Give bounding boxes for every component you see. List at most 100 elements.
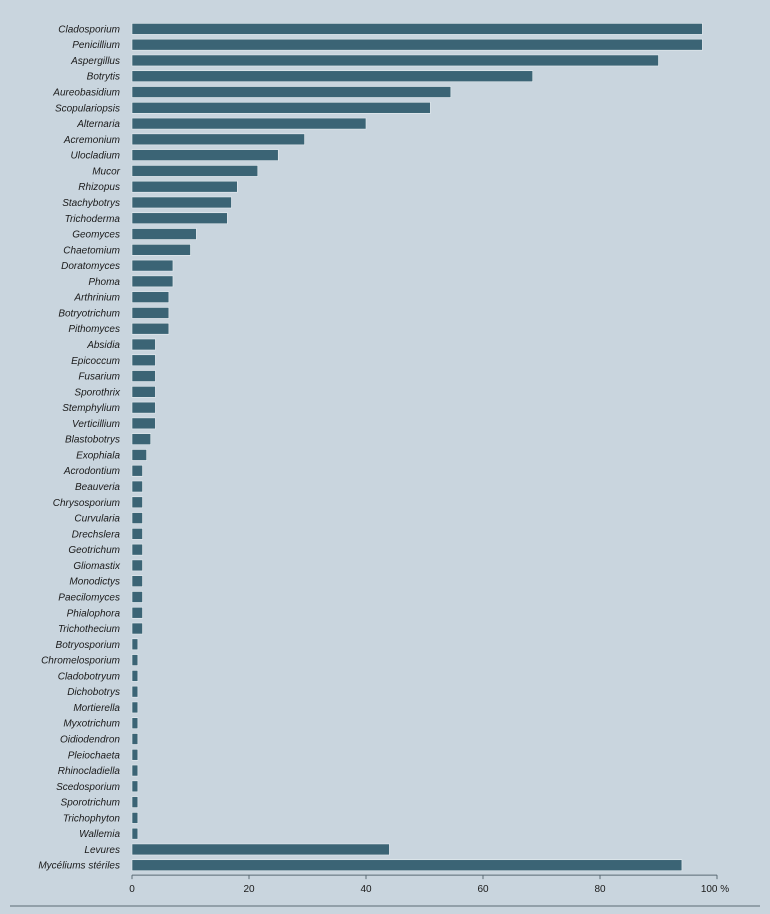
category-label: Botryotrichum bbox=[58, 308, 120, 319]
category-label: Aureobasidium bbox=[52, 88, 120, 99]
bar-sporotrichum bbox=[131, 796, 139, 808]
x-tick-label: 40 bbox=[360, 884, 372, 895]
category-label: Chromelosporium bbox=[41, 656, 120, 667]
category-label: Geotrichum bbox=[68, 545, 120, 556]
category-label: Stachybotrys bbox=[62, 198, 120, 209]
bar-stemphylium bbox=[131, 401, 156, 414]
category-label: Scedosporium bbox=[56, 782, 120, 793]
category-label: Dichobotrys bbox=[67, 687, 120, 698]
category-label: Absidia bbox=[86, 340, 120, 351]
bar-pithomyces bbox=[131, 322, 170, 335]
bar-wallemia bbox=[131, 827, 139, 840]
category-label: Ulocladium bbox=[71, 151, 120, 162]
x-tick-label: 80 bbox=[594, 884, 606, 895]
category-label: Botrytis bbox=[87, 72, 120, 83]
category-label: Acrodontium bbox=[63, 466, 120, 477]
category-label: Botryosporium bbox=[56, 640, 120, 651]
bar-absidia bbox=[131, 338, 156, 351]
category-label: Sporothrix bbox=[74, 387, 121, 398]
bar-geotrichum bbox=[131, 543, 143, 556]
bar-phialophora bbox=[131, 606, 143, 619]
category-label: Acremonium bbox=[63, 135, 120, 146]
bar-stachybotrys bbox=[131, 196, 232, 209]
bar-pleiochaeta bbox=[131, 748, 139, 761]
category-label: Blastobotrys bbox=[65, 435, 120, 446]
bar-acremonium bbox=[131, 133, 305, 146]
bar-scedosporium bbox=[131, 780, 139, 793]
category-label: Trichoderma bbox=[65, 214, 121, 225]
category-label: Cladobotryum bbox=[58, 671, 120, 682]
bar-botryosporium bbox=[131, 638, 139, 651]
bar-mortierella bbox=[131, 701, 139, 714]
bar-arthrinium bbox=[131, 291, 170, 303]
bar-exophiala bbox=[131, 449, 147, 461]
category-label: Rhinocladiella bbox=[58, 766, 121, 777]
category-label: Drechslera bbox=[72, 529, 121, 540]
bar-myxotrichum bbox=[131, 717, 139, 730]
bar-sporothrix bbox=[131, 386, 156, 398]
category-label: Stemphylium bbox=[62, 403, 120, 414]
bar-penicillium bbox=[131, 38, 703, 51]
category-label: Myxotrichum bbox=[63, 719, 120, 730]
bar-beauveria bbox=[131, 480, 143, 493]
bar-chromelosporium bbox=[131, 654, 139, 666]
category-label: Wallemia bbox=[79, 829, 120, 840]
bar-aspergillus bbox=[131, 54, 659, 67]
bar-alternaria bbox=[131, 117, 367, 130]
category-label: Arthrinium bbox=[73, 293, 120, 304]
category-label: Phialophora bbox=[67, 608, 121, 619]
bar-trichothecium bbox=[131, 622, 143, 635]
bar-botrytis bbox=[131, 70, 534, 83]
x-ticks-group: 0 20 40 60 80 100 % bbox=[129, 875, 729, 895]
category-label: Gliomastix bbox=[73, 561, 121, 572]
bar-fusarium bbox=[131, 370, 156, 382]
category-label: Scopulariopsis bbox=[55, 103, 120, 114]
x-tick-label: 0 bbox=[129, 884, 135, 895]
bar-aureobasidium bbox=[131, 86, 452, 98]
bar-paecilomyces bbox=[131, 591, 143, 603]
bar-gliomastix bbox=[131, 559, 143, 572]
category-label: Aspergillus bbox=[70, 56, 120, 67]
category-label: Trichothecium bbox=[58, 624, 120, 635]
bar-trichophyton bbox=[131, 812, 139, 824]
bar-mucor bbox=[131, 165, 259, 177]
category-label: Pleiochaeta bbox=[68, 750, 121, 761]
bar-oidiodendron bbox=[131, 733, 139, 745]
bar-trichoderma bbox=[131, 212, 228, 225]
bar-rhinocladiella bbox=[131, 764, 139, 777]
bar-dichobotrys bbox=[131, 685, 139, 698]
x-tick-label: 60 bbox=[477, 884, 489, 895]
category-label: Mortierella bbox=[73, 703, 120, 714]
bar-mycéliums-stériles bbox=[131, 859, 683, 872]
bar-levures bbox=[131, 843, 390, 856]
category-label: Chrysosporium bbox=[53, 498, 120, 509]
category-label: Levures bbox=[84, 845, 120, 856]
bar-scopulariopsis bbox=[131, 101, 431, 114]
category-labels-group: Cladosporium Penicillium Aspergillus Botryt… bbox=[38, 24, 121, 871]
category-label: Geomyces bbox=[72, 230, 120, 241]
category-label: Phoma bbox=[88, 277, 120, 288]
category-label: Mycéliums stériles bbox=[38, 861, 120, 872]
bar-curvularia bbox=[131, 512, 143, 524]
bar-blastobotrys bbox=[131, 433, 152, 445]
bars-group bbox=[131, 23, 703, 872]
category-label: Cladosporium bbox=[58, 24, 120, 35]
bar-botryotrichum bbox=[131, 307, 170, 319]
category-label: Fusarium bbox=[78, 372, 120, 383]
bar-drechslera bbox=[131, 528, 143, 540]
category-label: Rhizopus bbox=[78, 182, 120, 193]
category-label: Curvularia bbox=[74, 514, 120, 525]
category-label: Pithomyces bbox=[68, 324, 120, 335]
bar-epicoccum bbox=[131, 354, 156, 367]
bar-monodictys bbox=[131, 575, 143, 587]
category-label: Verticillium bbox=[72, 419, 120, 430]
category-label: Beauveria bbox=[75, 482, 120, 493]
category-label: Penicillium bbox=[72, 40, 120, 51]
category-label: Epicoccum bbox=[71, 356, 120, 367]
category-label: Doratomyces bbox=[61, 261, 120, 272]
bar-acrodontium bbox=[131, 464, 143, 477]
category-label: Exophiala bbox=[76, 450, 120, 461]
bar-cladosporium bbox=[131, 23, 703, 35]
bar-geomyces bbox=[131, 228, 197, 240]
